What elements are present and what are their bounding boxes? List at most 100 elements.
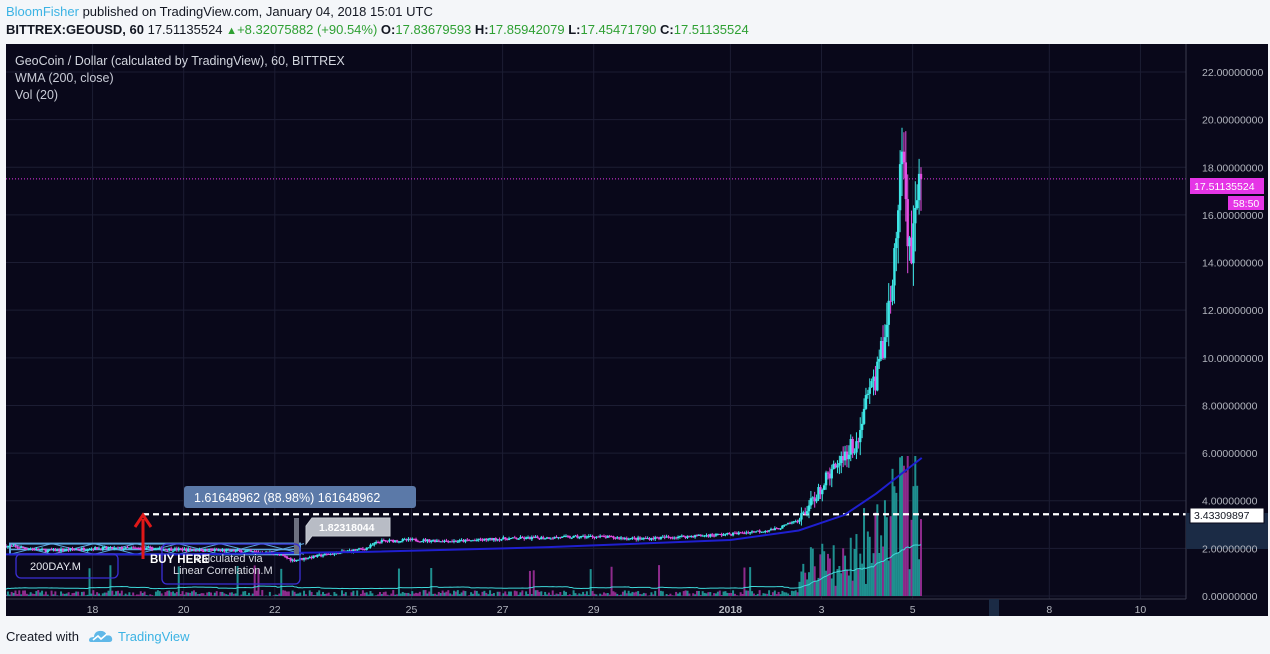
volume-bars bbox=[6, 456, 922, 596]
candle-body bbox=[910, 237, 913, 264]
volume-bar bbox=[407, 592, 410, 596]
candle-body bbox=[610, 536, 613, 538]
candle-body bbox=[878, 358, 881, 362]
volume-bar bbox=[880, 535, 883, 596]
candle-body bbox=[200, 548, 203, 552]
volume-bar bbox=[229, 592, 232, 596]
volume-bar bbox=[602, 592, 605, 596]
candle-body bbox=[669, 537, 672, 539]
candle-body bbox=[107, 547, 110, 549]
candle-body bbox=[716, 533, 720, 535]
measure-tooltip[interactable] bbox=[184, 486, 416, 508]
close-value: 17.51135524 bbox=[673, 22, 749, 37]
candle-body bbox=[295, 559, 298, 562]
candle-body bbox=[181, 548, 184, 551]
volume-bar bbox=[183, 594, 186, 596]
candle-body bbox=[642, 538, 646, 540]
volume-bar bbox=[519, 592, 522, 596]
symbol-label: BITTREX:GEOUSD, 60 bbox=[6, 22, 144, 37]
candle-body bbox=[253, 551, 256, 553]
volume-bar bbox=[578, 593, 581, 596]
candle-body bbox=[515, 538, 518, 540]
volume-bar bbox=[621, 591, 624, 596]
volume-bar bbox=[542, 595, 545, 596]
volume-bar bbox=[828, 558, 831, 596]
candle-body bbox=[509, 537, 513, 539]
candle-body bbox=[38, 549, 42, 551]
candle-body bbox=[251, 551, 254, 553]
candle-body bbox=[302, 557, 306, 560]
candle-body bbox=[513, 537, 516, 539]
volume-bar bbox=[479, 595, 482, 596]
candle-body bbox=[173, 548, 177, 551]
volume-bar bbox=[904, 472, 907, 596]
candle-body bbox=[528, 537, 532, 540]
volume-bar bbox=[82, 591, 85, 596]
candle-body bbox=[785, 524, 788, 526]
note-box[interactable] bbox=[161, 543, 301, 585]
volume-bar bbox=[403, 592, 406, 596]
volume-bar bbox=[88, 568, 91, 596]
open-value: 17.83679593 bbox=[395, 22, 472, 37]
candle-body bbox=[739, 532, 742, 534]
tradingview-cloud-icon[interactable] bbox=[87, 628, 113, 644]
y-tick-label: 20.00000000 bbox=[1202, 115, 1263, 127]
volume-bar bbox=[60, 591, 63, 596]
candle-body bbox=[16, 546, 19, 548]
price-chart[interactable]: 22.00000000 20.00000000 18.00000000 16.0000… bbox=[6, 44, 1268, 616]
candle-body bbox=[228, 549, 232, 551]
volume-bar bbox=[728, 593, 731, 596]
volume-bar bbox=[198, 593, 201, 596]
author-link[interactable]: BloomFisher bbox=[6, 4, 79, 19]
candle-body bbox=[733, 532, 737, 534]
candle-body bbox=[97, 548, 101, 550]
volume-bar bbox=[405, 593, 408, 596]
candle-body bbox=[729, 534, 733, 536]
candle-body bbox=[95, 547, 99, 550]
candle-body bbox=[775, 528, 778, 530]
candle-body bbox=[712, 535, 716, 537]
candle-body bbox=[836, 465, 839, 468]
volume-bar bbox=[98, 593, 101, 596]
price-callout[interactable] bbox=[305, 517, 391, 546]
candle-body bbox=[126, 547, 129, 549]
tradingview-brand-link[interactable]: TradingView bbox=[118, 629, 190, 644]
candle-body bbox=[297, 559, 300, 561]
volume-bar bbox=[77, 591, 80, 596]
volume-bar bbox=[378, 592, 381, 596]
candle-body bbox=[636, 537, 640, 540]
volume-bar bbox=[547, 592, 550, 596]
volume-bar bbox=[527, 594, 530, 596]
chart-area[interactable]: 22.00000000 20.00000000 18.00000000 16.0000… bbox=[6, 44, 1268, 616]
volume-bar bbox=[35, 591, 38, 596]
volume-bar bbox=[443, 592, 446, 596]
volume-bar bbox=[498, 591, 501, 596]
candle-body bbox=[855, 441, 858, 453]
volume-bar bbox=[341, 590, 344, 596]
candle-body bbox=[646, 538, 649, 540]
volume-bar bbox=[468, 595, 471, 596]
candle-body bbox=[665, 536, 668, 538]
volume-bar bbox=[377, 594, 380, 596]
candle-body bbox=[287, 557, 291, 559]
candle-body bbox=[113, 547, 116, 549]
candle-body bbox=[84, 550, 87, 552]
volume-bar bbox=[553, 594, 556, 596]
volume-bar bbox=[667, 595, 670, 596]
volume-bar bbox=[536, 590, 539, 596]
volume-bar bbox=[396, 594, 399, 596]
time-axis[interactable] bbox=[6, 599, 1186, 616]
candle-body bbox=[680, 535, 684, 537]
candle-body bbox=[714, 534, 718, 536]
volume-bar bbox=[23, 590, 26, 596]
volume-bar bbox=[492, 593, 495, 596]
candle-body bbox=[154, 548, 158, 550]
candle-body bbox=[124, 547, 127, 549]
200day-box[interactable] bbox=[15, 553, 119, 579]
candle-body bbox=[473, 540, 477, 542]
candle-body bbox=[109, 546, 112, 548]
candle-body bbox=[585, 536, 589, 538]
volume-bar bbox=[864, 583, 867, 596]
candle-body bbox=[616, 537, 619, 539]
candle-body bbox=[69, 548, 72, 551]
